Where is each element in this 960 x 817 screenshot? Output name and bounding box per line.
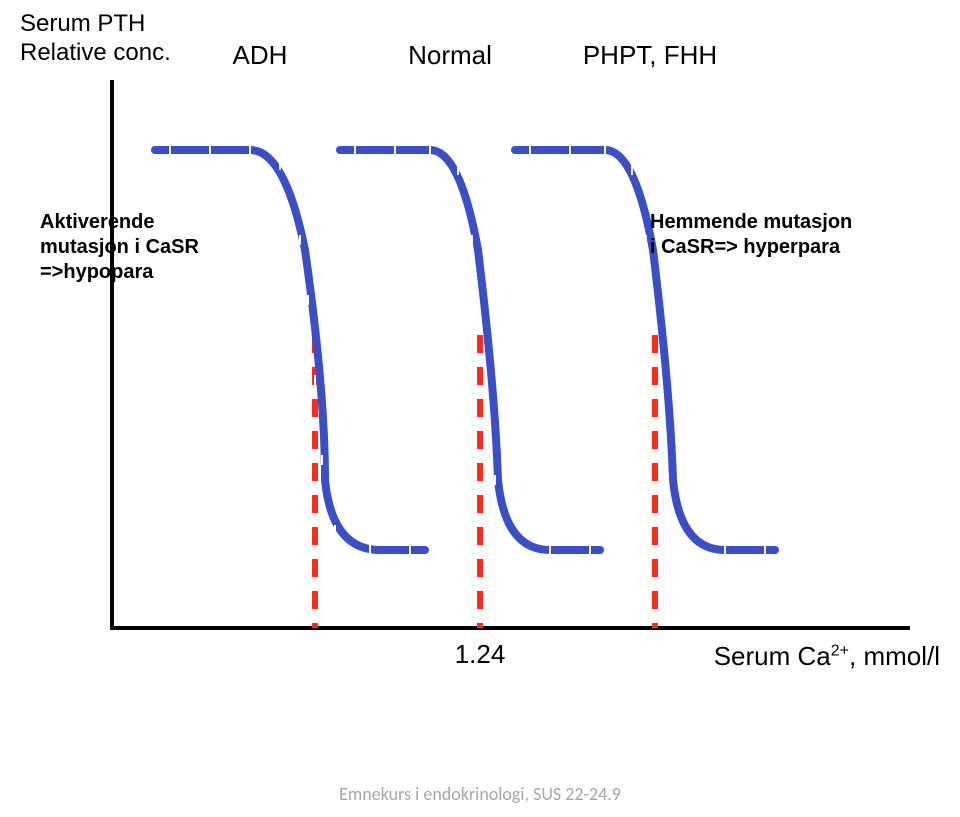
curve-tick xyxy=(457,165,459,175)
curves-svg xyxy=(110,80,910,630)
curve-label-normal: Normal xyxy=(408,40,492,71)
curve-label-adh: ADH xyxy=(233,40,288,71)
curve-tick xyxy=(169,145,171,155)
curve-tick xyxy=(299,235,301,245)
curve-tick xyxy=(369,545,371,555)
curve-tick xyxy=(249,145,251,155)
curve-tick xyxy=(279,160,281,170)
curve-tick xyxy=(334,525,336,535)
curve-tick xyxy=(487,395,489,405)
curve-tick xyxy=(509,535,511,545)
curve-tick xyxy=(209,145,211,155)
curve-tick xyxy=(409,545,411,555)
curve-normal xyxy=(340,150,600,550)
annotation-left: Aktiverendemutasjon i CaSR=>hypopara xyxy=(40,210,199,285)
curve-tick xyxy=(471,235,473,245)
annotation-right: Hemmende mutasjoni CaSR=> hyperpara xyxy=(650,210,852,260)
curve-tick xyxy=(569,145,571,155)
curve-tick xyxy=(654,315,656,325)
chart-container: Serum PTH Relative conc. ADHNormalPHPT, … xyxy=(20,10,940,770)
y-axis-title-line2: Relative conc. xyxy=(20,39,171,66)
curve-tick xyxy=(314,375,316,385)
plot-area: ADHNormalPHPT, FHHAktiverendemutasjon i … xyxy=(110,80,910,630)
curve-tick xyxy=(661,395,663,405)
footer-text: Emnekurs i endokrinologi, SUS 22-24.9 xyxy=(0,783,960,805)
curve-tick xyxy=(645,235,647,245)
curve-tick xyxy=(764,545,766,555)
curve-tick xyxy=(684,535,686,545)
curve-tick xyxy=(494,475,496,485)
curve-tick xyxy=(604,145,606,155)
curve-tick xyxy=(631,165,633,175)
curve-tick xyxy=(394,145,396,155)
curve-tick xyxy=(479,315,481,325)
curve-tick xyxy=(429,145,431,155)
curve-tick xyxy=(667,475,669,485)
curve-tick xyxy=(321,455,323,465)
y-axis-title: Serum PTH Relative conc. xyxy=(20,10,171,68)
x-tick-1.24: 1.24 xyxy=(455,639,506,670)
x-axis-title: Serum Ca2+, mmol/l xyxy=(714,641,940,672)
curve-tick xyxy=(549,545,551,555)
curve-tick xyxy=(529,145,531,155)
curve-tick xyxy=(724,545,726,555)
curve-tick xyxy=(354,145,356,155)
y-axis-title-line1: Serum PTH xyxy=(20,10,145,37)
curve-label-phpt: PHPT, FHH xyxy=(583,40,717,71)
curve-tick xyxy=(307,295,309,305)
curve-tick xyxy=(589,545,591,555)
